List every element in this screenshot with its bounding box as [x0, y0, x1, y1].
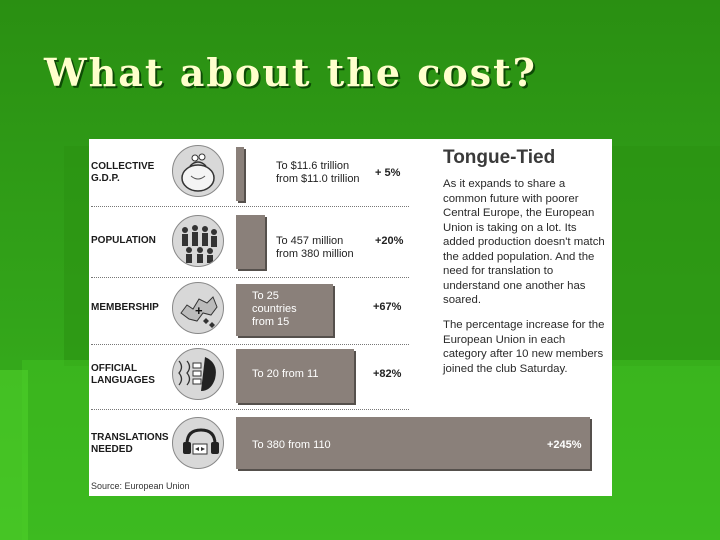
money-bag-icon: [172, 145, 224, 197]
graphic-caption: The percentage increase for the European…: [443, 319, 605, 375]
speaking-heads-icon: [172, 348, 224, 400]
membership-bar: [236, 284, 333, 336]
row-detail-line: To 380 from 110: [252, 439, 331, 451]
graphic-description: As it expands to share a common future w…: [443, 178, 605, 306]
row-percent: + 5%: [375, 167, 401, 179]
row-label: POPULATION: [91, 235, 156, 247]
row-label: OFFICIAL LANGUAGES: [91, 363, 155, 387]
row-percent: +67%: [373, 301, 402, 313]
row-detail-line: To 25: [252, 290, 279, 302]
languages-bar: [236, 349, 354, 403]
row-percent: +20%: [375, 235, 404, 247]
translations-bar: [236, 417, 590, 469]
row-detail-line: To 20 from 11: [252, 368, 319, 380]
row-label-line: POPULATION: [91, 235, 156, 246]
row-divider: [91, 277, 409, 278]
row-label: MEMBERSHIP: [91, 302, 159, 314]
row-detail-line: To 457 million: [276, 235, 344, 247]
gdp-bar: [236, 147, 244, 201]
row-divider: [91, 344, 409, 345]
row-divider: [91, 409, 409, 410]
row-percent: +82%: [373, 368, 402, 380]
background-band: [0, 370, 28, 540]
row-label: COLLECTIVE G.D.P.: [91, 161, 154, 185]
europe-map-icon: +: [172, 282, 224, 334]
row-detail-line: To $11.6 trillion: [276, 160, 350, 172]
crowd-icon: [172, 215, 224, 267]
row-percent: +245%: [547, 439, 582, 451]
source-note: Source: European Union: [91, 481, 190, 491]
row-detail: To 457 million from 380 million: [276, 235, 354, 261]
row-label-line: NEEDED: [91, 444, 133, 455]
row-label-line: LANGUAGES: [91, 375, 155, 386]
infographic-panel: COLLECTIVE G.D.P. To $11.6 trillion from…: [89, 139, 612, 496]
row-divider: [91, 206, 409, 207]
row-detail: To 380 from 110: [252, 439, 331, 452]
row-label-line: MEMBERSHIP: [91, 302, 159, 313]
row-label-line: G.D.P.: [91, 173, 120, 184]
row-label-line: TRANSLATIONS: [91, 432, 169, 443]
row-label-line: COLLECTIVE: [91, 161, 155, 172]
slide-title: What about the cost?: [44, 50, 537, 95]
graphic-title: Tongue-Tied: [443, 147, 556, 168]
row-detail-line: countries: [252, 303, 297, 315]
row-detail: To 20 from 11: [252, 368, 318, 381]
row-label-line: OFFICIAL: [91, 363, 138, 374]
row-label: TRANSLATIONS NEEDED: [91, 432, 169, 456]
headset-icon: [172, 417, 224, 469]
row-detail-line: from 15: [252, 316, 290, 328]
row-detail: To 25 countries from 15: [252, 290, 297, 329]
row-detail-line: from 380 million: [276, 248, 354, 260]
row-detail: To $11.6 trillion from $11.0 trillion: [276, 160, 360, 186]
svg-text:+: +: [195, 303, 203, 318]
row-detail-line: from $11.0 trillion: [276, 173, 360, 185]
population-bar: [236, 215, 265, 269]
